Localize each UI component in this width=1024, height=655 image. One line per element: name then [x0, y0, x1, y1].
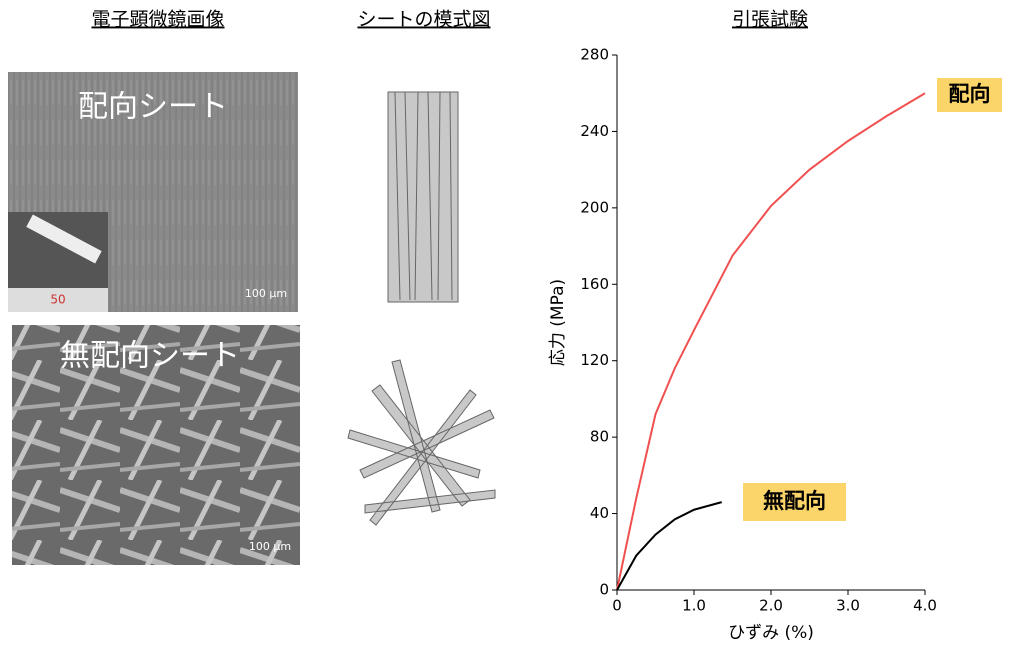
legend-label: 無配向	[763, 489, 826, 513]
y-tick-label: 240	[580, 122, 609, 140]
legend-box	[937, 78, 1002, 112]
schematic-random	[347, 359, 496, 526]
y-tick-label: 80	[590, 428, 609, 446]
x-tick-label: 1.0	[682, 597, 706, 615]
line	[616, 501, 722, 591]
ruler-label: 50	[50, 293, 65, 307]
schematic-oriented	[387, 91, 459, 303]
x-tick-label: 3.0	[836, 597, 860, 615]
image-label: 無配向シート	[60, 339, 240, 374]
sample	[26, 214, 102, 264]
legend-label: 配向	[949, 82, 991, 106]
y-tick-label: 280	[580, 46, 609, 64]
header: 電子顕微鏡画像	[91, 9, 224, 31]
header: 引張試験	[732, 9, 808, 31]
legend-box	[743, 483, 846, 521]
y-tick-label: 120	[580, 351, 609, 369]
y-tick-label: 200	[580, 198, 609, 216]
image-label: 配向シート	[78, 90, 228, 125]
y-tick-label: 40	[590, 504, 609, 522]
y-axis-label: 応力 (MPa)	[548, 279, 568, 366]
x-tick-label: 4.0	[913, 597, 937, 615]
header: シートの模式図	[357, 9, 490, 31]
x-tick-label: 0	[612, 597, 622, 615]
scale-bar: 100 µm	[249, 540, 291, 553]
sem-random	[12, 325, 300, 565]
y-tick-label: 0	[599, 581, 609, 599]
y-tick-label: 160	[580, 275, 609, 293]
x-tick-label: 2.0	[759, 597, 783, 615]
scale-bar: 100 µm	[245, 287, 287, 300]
line	[616, 92, 926, 591]
x-axis-label: ひずみ (%)	[728, 623, 814, 643]
ruler	[8, 288, 108, 312]
